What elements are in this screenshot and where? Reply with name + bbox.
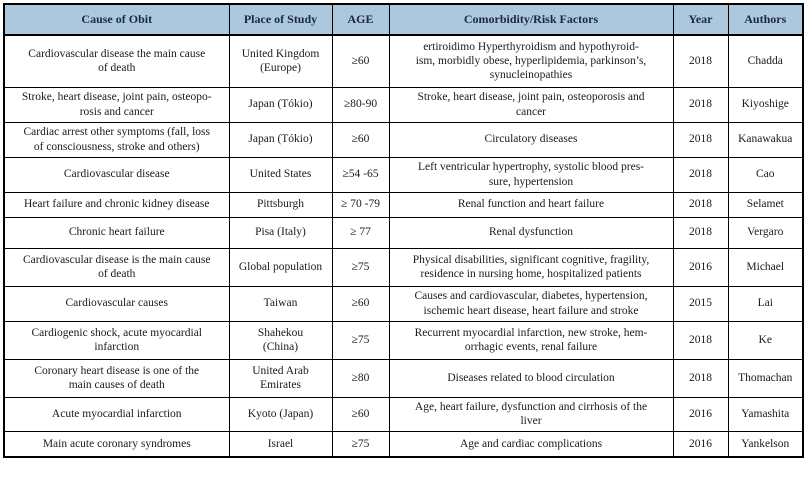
- cell-authors: Thomachan: [727, 358, 804, 398]
- cell-year: 2018: [672, 34, 729, 88]
- column-header-place-of-study: Place of Study: [228, 3, 333, 36]
- cell-place: United States: [228, 156, 333, 193]
- cell-authors: Ke: [727, 320, 804, 360]
- cell-cause: Cardiac arrest other symptoms (fall, los…: [3, 121, 230, 158]
- header-row: Cause of Obit Place of Study AGE Comorbi…: [3, 3, 804, 36]
- cell-cause: Acute myocardial infarction: [3, 396, 230, 432]
- cell-place: United Kingdom (Europe): [228, 34, 333, 88]
- cell-year: 2016: [672, 396, 729, 432]
- cell-age: ≥75: [331, 320, 390, 360]
- cell-year: 2016: [672, 247, 729, 287]
- cell-comorbidity: Recurrent myocardial infarction, new str…: [388, 320, 674, 360]
- cell-cause: Cardiovascular causes: [3, 285, 230, 322]
- cell-authors: Cao: [727, 156, 804, 193]
- table-body: Cardiovascular disease the main cause of…: [3, 34, 804, 458]
- cell-cause: Coronary heart disease is one of the mai…: [3, 358, 230, 398]
- cell-age: ≥ 77: [331, 216, 390, 249]
- table-row: Main acute coronary syndromes Israel ≥75 Ag…: [3, 430, 804, 458]
- cell-place: Japan (Tókio): [228, 86, 333, 123]
- cell-year: 2016: [672, 430, 729, 458]
- cell-age: ≥75: [331, 247, 390, 287]
- cell-authors: Vergaro: [727, 216, 804, 249]
- cell-authors: Kanawakua: [727, 121, 804, 158]
- cell-cause: Chronic heart failure: [3, 216, 230, 249]
- column-header-cause-of-obit: Cause of Obit: [3, 3, 230, 36]
- cell-year: 2015: [672, 285, 729, 322]
- cell-comorbidity: Diseases related to blood circulation: [388, 358, 674, 398]
- cell-age: ≥60: [331, 34, 390, 88]
- cell-cause: Main acute coronary syndromes: [3, 430, 230, 458]
- table-row: Cardiovascular causes Taiwan ≥60 Causes and…: [3, 285, 804, 322]
- column-header-year: Year: [672, 3, 729, 36]
- cell-age: ≥80: [331, 358, 390, 398]
- cell-place: United Arab Emirates: [228, 358, 333, 398]
- cell-authors: Michael: [727, 247, 804, 287]
- cell-place: Pittsburgh: [228, 191, 333, 218]
- cell-authors: Lai: [727, 285, 804, 322]
- cell-year: 2018: [672, 216, 729, 249]
- cell-comorbidity: Causes and cardiovascular, diabetes, hyp…: [388, 285, 674, 322]
- cell-comorbidity: Renal function and heart failure: [388, 191, 674, 218]
- cell-year: 2018: [672, 191, 729, 218]
- cell-cause: Cardiovascular disease: [3, 156, 230, 193]
- column-header-comorbidity: Comorbidity/Risk Factors: [388, 3, 674, 36]
- cell-year: 2018: [672, 156, 729, 193]
- cell-age: ≥80-90: [331, 86, 390, 123]
- cell-cause: Heart failure and chronic kidney disease: [3, 191, 230, 218]
- table-row: Stroke, heart disease, joint pain, osteo…: [3, 86, 804, 123]
- cell-place: Pisa (Italy): [228, 216, 333, 249]
- cell-comorbidity: Stroke, heart disease, joint pain, osteo…: [388, 86, 674, 123]
- table-row: Cardiac arrest other symptoms (fall, los…: [3, 121, 804, 158]
- cell-age: ≥60: [331, 285, 390, 322]
- cell-cause: Cardiovascular disease the main cause of…: [3, 34, 230, 88]
- cell-authors: Selamet: [727, 191, 804, 218]
- cell-authors: Chadda: [727, 34, 804, 88]
- cell-year: 2018: [672, 320, 729, 360]
- cell-comorbidity: Age and cardiac complications: [388, 430, 674, 458]
- cell-comorbidity: ertiroidimo Hyperthyroidism and hypothyr…: [388, 34, 674, 88]
- cell-comorbidity: Left ventricular hypertrophy, systolic b…: [388, 156, 674, 193]
- cell-age: ≥ 70 -79: [331, 191, 390, 218]
- table-row: Cardiovascular disease the main cause of…: [3, 34, 804, 88]
- cell-authors: Kiyoshige: [727, 86, 804, 123]
- cell-place: Japan (Tókio): [228, 121, 333, 158]
- table-row: Heart failure and chronic kidney disease…: [3, 191, 804, 218]
- cell-comorbidity: Age, heart failure, dysfunction and cirr…: [388, 396, 674, 432]
- cell-place: Taiwan: [228, 285, 333, 322]
- column-header-age: AGE: [331, 3, 390, 36]
- table-header: Cause of Obit Place of Study AGE Comorbi…: [3, 3, 804, 36]
- table-row: Coronary heart disease is one of the mai…: [3, 358, 804, 398]
- table-row: Cardiogenic shock, acute myocardial infa…: [3, 320, 804, 360]
- cell-age: ≥60: [331, 396, 390, 432]
- table-row: Chronic heart failure Pisa (Italy) ≥ 77 Ren…: [3, 216, 804, 249]
- table-row: Cardiovascular disease is the main cause…: [3, 247, 804, 287]
- cell-authors: Yamashita: [727, 396, 804, 432]
- studies-table: Cause of Obit Place of Study AGE Comorbi…: [3, 3, 804, 458]
- cell-year: 2018: [672, 86, 729, 123]
- cell-comorbidity: Renal dysfunction: [388, 216, 674, 249]
- cell-age: ≥75: [331, 430, 390, 458]
- cell-place: Israel: [228, 430, 333, 458]
- cell-authors: Yankelson: [727, 430, 804, 458]
- cell-year: 2018: [672, 121, 729, 158]
- cell-year: 2018: [672, 358, 729, 398]
- cell-cause: Cardiogenic shock, acute myocardial infa…: [3, 320, 230, 360]
- cell-cause: Stroke, heart disease, joint pain, osteo…: [3, 86, 230, 123]
- cell-comorbidity: Physical disabilities, significant cogni…: [388, 247, 674, 287]
- cell-place: Global population: [228, 247, 333, 287]
- cell-cause: Cardiovascular disease is the main cause…: [3, 247, 230, 287]
- cell-place: Kyoto (Japan): [228, 396, 333, 432]
- cell-age: ≥60: [331, 121, 390, 158]
- cell-place: Shahekou (China): [228, 320, 333, 360]
- cell-comorbidity: Circulatory diseases: [388, 121, 674, 158]
- column-header-authors: Authors: [727, 3, 804, 36]
- cell-age: ≥54 -65: [331, 156, 390, 193]
- table-row: Acute myocardial infarction Kyoto (Japan)…: [3, 396, 804, 432]
- table-row: Cardiovascular disease United States ≥54 -…: [3, 156, 804, 193]
